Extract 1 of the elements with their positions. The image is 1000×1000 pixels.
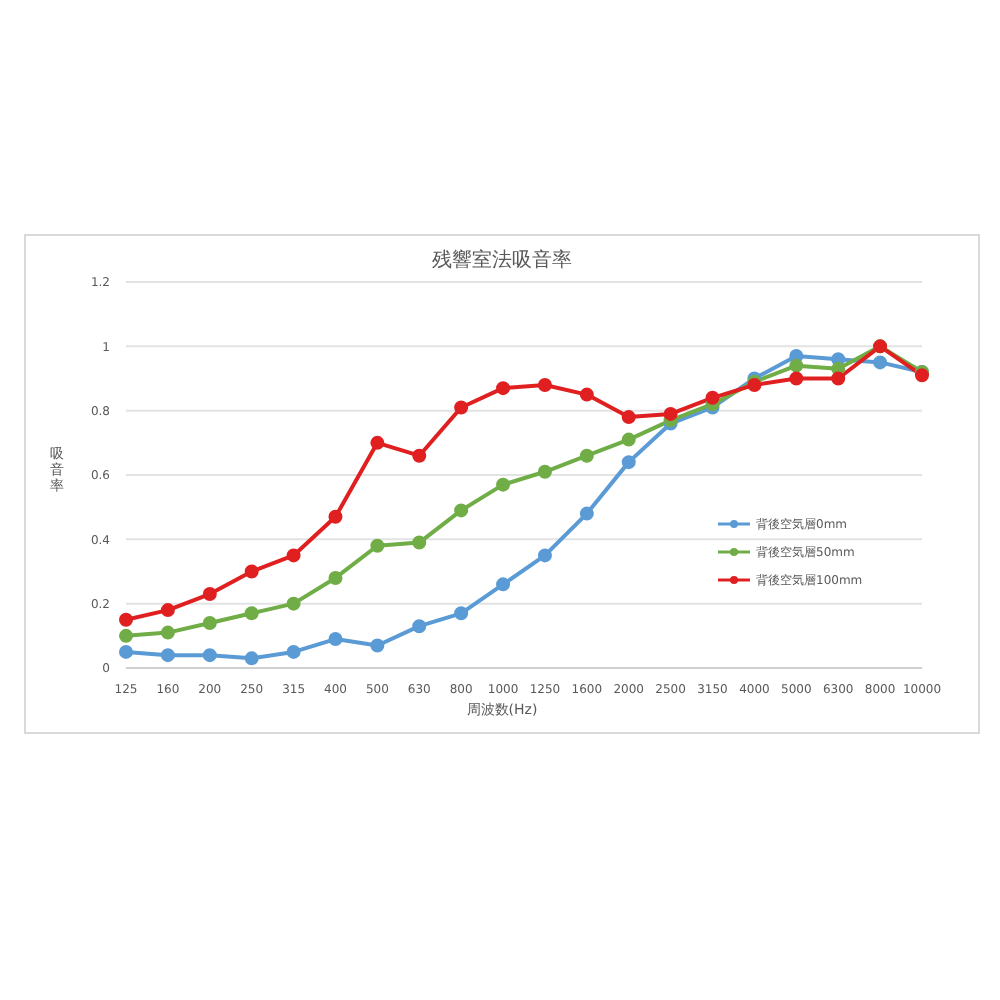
chart-title: 残響室法吸音率	[430, 247, 574, 274]
